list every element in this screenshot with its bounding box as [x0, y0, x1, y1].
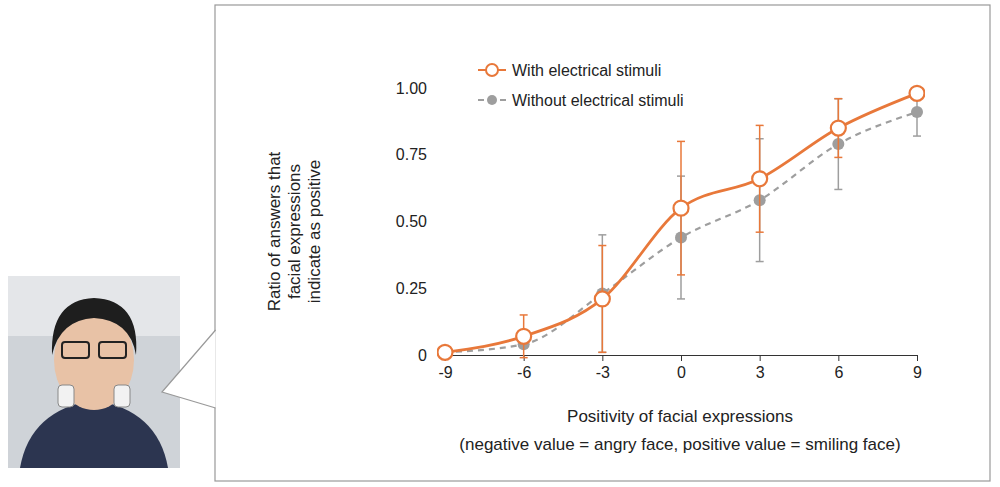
legend-swatch-marker [487, 95, 497, 105]
chart-root: -9 -6 -3 0 3 6 9 0 0.25 0.50 0.75 1.00 Ratio of answ… [0, 0, 1000, 487]
photo-glasses-r [99, 342, 126, 358]
error-bar-cap [598, 234, 606, 236]
legend: With electrical stimuli Without electrica… [478, 62, 684, 109]
photo [8, 276, 180, 468]
x-tick: -6 [517, 355, 531, 381]
x-tick-mark [917, 355, 918, 361]
legend-item: With electrical stimuli [478, 62, 661, 79]
y-axis-title-line: facial expressions [285, 164, 304, 299]
error-bar-cap [598, 245, 606, 247]
y-tick-label: 0.25 [396, 280, 427, 297]
x-tick-mark [602, 355, 603, 361]
point [516, 329, 531, 344]
error-bar-cap [677, 141, 685, 143]
error-bar-cap [834, 98, 842, 100]
y-tick-label: 1.00 [396, 80, 427, 97]
series-group [439, 88, 923, 358]
frame [215, 5, 990, 481]
x-tick-mark [681, 355, 682, 361]
y-tick: 0.50 [396, 213, 431, 230]
point [438, 345, 453, 360]
error-bar-cap [834, 98, 842, 100]
plot-area [438, 86, 925, 360]
y-tick: 0 [418, 347, 431, 364]
x-tick: 0 [677, 355, 686, 381]
y-tick-label: 0 [418, 347, 427, 364]
error-bar-cap [756, 261, 764, 263]
error-bar-cap [756, 125, 764, 127]
error-bar-cap [913, 135, 921, 137]
series-line [445, 93, 917, 352]
x-tick-label: 9 [913, 364, 922, 381]
x-tick-label: -6 [517, 364, 531, 381]
x-tick-label: 6 [834, 364, 843, 381]
y-tick-label: 0.50 [396, 213, 427, 230]
y-axis: 0 0.25 0.50 0.75 1.00 [396, 80, 432, 364]
photo-bg [8, 276, 180, 468]
x-tick: 9 [913, 355, 922, 381]
error-bar-cap [598, 352, 606, 354]
y-axis-title-line: indicate as positive [305, 160, 324, 304]
error-bar-stem [838, 99, 840, 190]
point [910, 86, 925, 101]
legend-label: Without electrical stimuli [512, 92, 684, 109]
error-bar-cap [756, 231, 764, 233]
legend-item: Without electrical stimuli [478, 92, 684, 109]
error-bar-cap [834, 157, 842, 159]
error-bar-cap [520, 314, 528, 316]
x-tick: 3 [756, 355, 765, 381]
x-tick-label: 0 [677, 364, 686, 381]
x-tick-label: 3 [756, 364, 765, 381]
point [674, 201, 689, 216]
photo-hair [52, 298, 136, 355]
series-line [445, 112, 917, 352]
photo-glasses-l [62, 342, 89, 358]
x-tick-label: -3 [596, 364, 610, 381]
x-axis-title: (negative value = angry face, positive v… [459, 435, 900, 454]
y-tick-label: 0.75 [396, 146, 427, 163]
legend-label: With electrical stimuli [512, 62, 661, 79]
photo-electrode-l [58, 385, 74, 407]
point [752, 171, 767, 186]
callout [162, 330, 216, 408]
error-bar-cap [677, 298, 685, 300]
point [831, 121, 846, 136]
y-tick: 0.75 [396, 146, 431, 163]
x-tick-mark [838, 355, 839, 361]
point [911, 106, 923, 118]
x-tick-label: -9 [438, 364, 452, 381]
error-bar-cap [834, 189, 842, 191]
series-group [438, 86, 925, 360]
x-tick-mark [760, 355, 761, 361]
error-bar-cap [520, 357, 528, 359]
y-axis-line [431, 89, 432, 356]
photo-electrode-r [114, 385, 130, 407]
x-tick: 6 [834, 355, 843, 381]
point [595, 291, 610, 306]
photo-body [20, 400, 168, 468]
legend-swatch-marker [486, 64, 498, 76]
y-axis-title: Ratio of answers thatfacial expressionsi… [265, 151, 325, 311]
y-axis-title-line: Ratio of answers that [265, 151, 284, 311]
x-axis: -9 -6 -3 0 3 6 9 [438, 355, 922, 381]
error-bar-cap [598, 352, 606, 354]
y-tick: 1.00 [396, 80, 431, 97]
x-axis-title: Positivity of facial expressions [567, 407, 793, 426]
error-bar-cap [677, 274, 685, 276]
y-tick: 0.25 [396, 280, 431, 297]
x-tick: -3 [596, 355, 610, 381]
